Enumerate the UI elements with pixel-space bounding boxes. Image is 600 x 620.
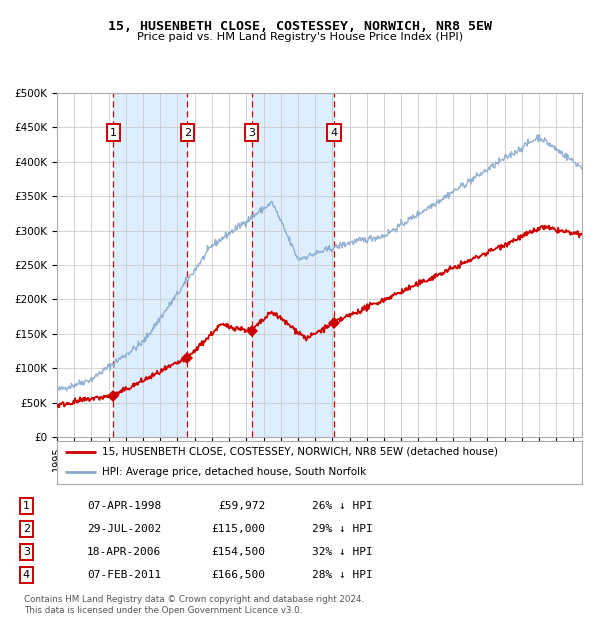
Text: 29% ↓ HPI: 29% ↓ HPI bbox=[311, 525, 372, 534]
Text: 15, HUSENBETH CLOSE, COSTESSEY, NORWICH, NR8 5EW (detached house): 15, HUSENBETH CLOSE, COSTESSEY, NORWICH,… bbox=[101, 447, 497, 457]
Text: 32% ↓ HPI: 32% ↓ HPI bbox=[311, 547, 372, 557]
Text: 29-JUL-2002: 29-JUL-2002 bbox=[87, 525, 161, 534]
Text: 18-APR-2006: 18-APR-2006 bbox=[87, 547, 161, 557]
Text: 28% ↓ HPI: 28% ↓ HPI bbox=[311, 570, 372, 580]
Text: £154,500: £154,500 bbox=[211, 547, 265, 557]
Text: 07-FEB-2011: 07-FEB-2011 bbox=[87, 570, 161, 580]
Text: 2: 2 bbox=[23, 525, 30, 534]
Bar bbox=[113, 93, 187, 437]
Text: 1: 1 bbox=[110, 128, 117, 138]
Text: 26% ↓ HPI: 26% ↓ HPI bbox=[311, 502, 372, 512]
Text: 4: 4 bbox=[23, 570, 30, 580]
Text: 1: 1 bbox=[23, 502, 30, 512]
Text: 3: 3 bbox=[248, 128, 255, 138]
Text: £166,500: £166,500 bbox=[211, 570, 265, 580]
Text: £59,972: £59,972 bbox=[218, 502, 265, 512]
Text: Contains HM Land Registry data © Crown copyright and database right 2024.: Contains HM Land Registry data © Crown c… bbox=[24, 595, 364, 604]
Text: £115,000: £115,000 bbox=[211, 525, 265, 534]
Text: 15, HUSENBETH CLOSE, COSTESSEY, NORWICH, NR8 5EW: 15, HUSENBETH CLOSE, COSTESSEY, NORWICH,… bbox=[108, 20, 492, 33]
Text: Price paid vs. HM Land Registry's House Price Index (HPI): Price paid vs. HM Land Registry's House … bbox=[137, 32, 463, 42]
Text: This data is licensed under the Open Government Licence v3.0.: This data is licensed under the Open Gov… bbox=[24, 606, 302, 616]
Text: 2: 2 bbox=[184, 128, 191, 138]
Text: 4: 4 bbox=[331, 128, 338, 138]
Text: 3: 3 bbox=[23, 547, 30, 557]
Bar bbox=[251, 93, 334, 437]
Text: HPI: Average price, detached house, South Norfolk: HPI: Average price, detached house, Sout… bbox=[101, 467, 366, 477]
Text: 07-APR-1998: 07-APR-1998 bbox=[87, 502, 161, 512]
